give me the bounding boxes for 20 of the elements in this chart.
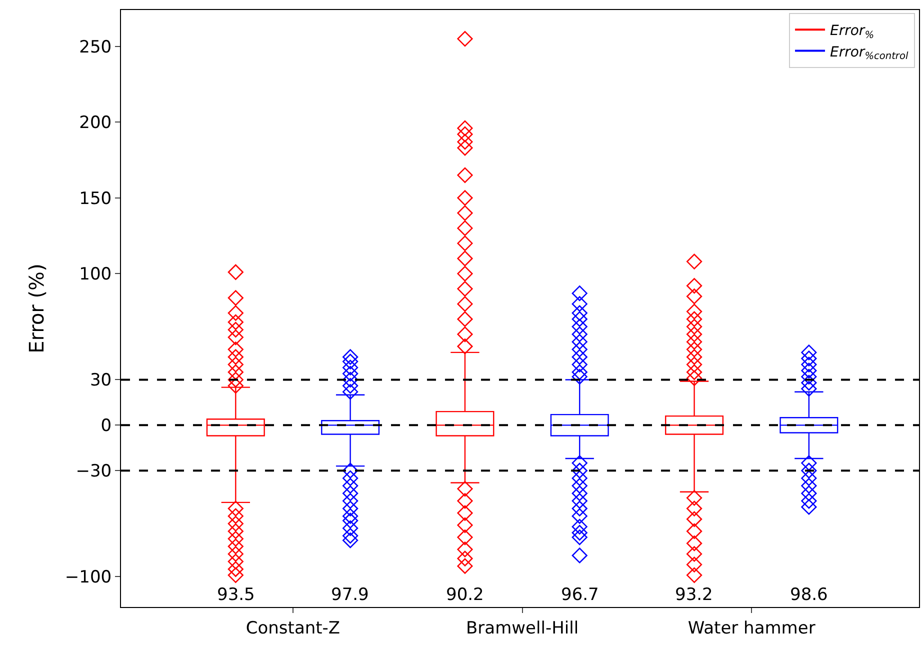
y-tick-label: 150: [79, 188, 112, 209]
legend-label: Error$_{%control}$: [830, 44, 908, 62]
x-tick-label: Water hammer: [688, 618, 816, 638]
y-tick-label: 30: [90, 370, 112, 391]
y-axis-title: Error (%): [24, 264, 48, 354]
annotation: 93.5: [217, 585, 255, 605]
y-tick-label: −30: [76, 462, 112, 482]
annotation: 97.9: [331, 585, 369, 605]
x-tick-label: Bramwell-Hill: [466, 618, 579, 638]
annotation: 96.7: [561, 585, 599, 605]
y-tick-label: 200: [79, 113, 112, 134]
y-tick-label: 100: [79, 264, 112, 285]
legend-label: Error$_{%}$: [830, 23, 874, 41]
y-tick-label: 0: [100, 416, 112, 436]
x-tick-label: Constant-Z: [246, 618, 340, 638]
y-tick-label: 250: [79, 37, 112, 58]
y-tick-label: −100: [64, 568, 112, 588]
annotation: 98.6: [790, 585, 828, 605]
annotation: 90.2: [446, 585, 484, 605]
annotation: 93.2: [675, 585, 713, 605]
